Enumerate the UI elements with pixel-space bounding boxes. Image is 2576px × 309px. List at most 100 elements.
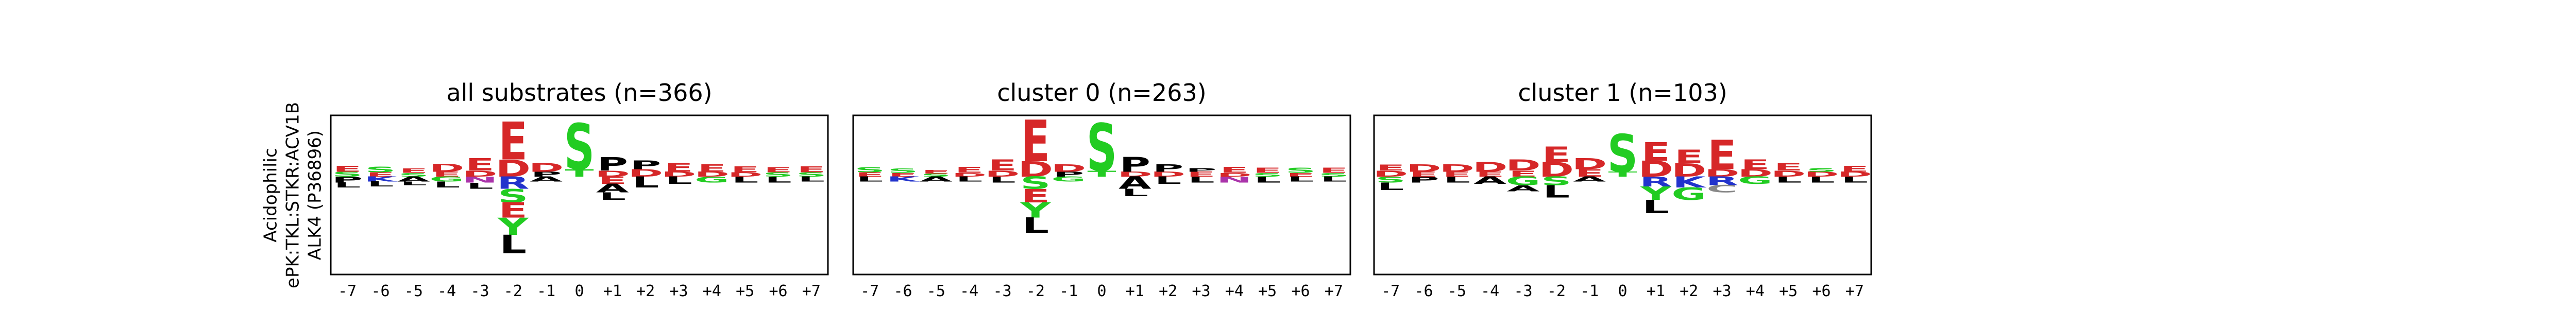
- logo-letter: D: [1373, 169, 1408, 179]
- logo-letter: G: [429, 175, 464, 183]
- logo-letter: T: [1608, 170, 1637, 178]
- x-tick-label: -5: [927, 282, 945, 300]
- logo-letter: L: [334, 181, 361, 189]
- logo-letter: P: [1153, 163, 1183, 175]
- logo-letter: L: [1254, 175, 1281, 185]
- x-tick-label: +5: [1258, 282, 1277, 300]
- logo-letter: E: [1476, 170, 1504, 178]
- logo-letter: D: [1439, 163, 1475, 175]
- logo-letter: L: [1642, 196, 1669, 218]
- logo-letter: S: [498, 185, 528, 207]
- logo-letter: L: [732, 175, 758, 185]
- logo-letter: E: [1443, 170, 1471, 178]
- logo-letter: A: [397, 175, 430, 183]
- logo-letter: E: [664, 161, 693, 175]
- logo-letter: E: [1319, 167, 1348, 175]
- logo-letter: L: [433, 180, 460, 190]
- logo-letter: D: [1738, 167, 1773, 179]
- logo-letter: L: [856, 175, 883, 183]
- logo-letter: D: [628, 167, 663, 179]
- x-tick-label: -1: [1580, 282, 1599, 300]
- logo-letter: S: [855, 166, 885, 174]
- logo-letter: S: [888, 167, 918, 174]
- x-tick-label: -1: [537, 282, 555, 300]
- x-tick-label: -5: [404, 282, 423, 300]
- panel-title: all substrates (n=366): [446, 79, 712, 107]
- logo-letter: E: [1840, 164, 1869, 174]
- x-tick-label: -5: [1448, 282, 1466, 300]
- logo-letter: P: [630, 159, 661, 172]
- x-tick-label: -6: [893, 282, 912, 300]
- logo-letter: D: [1638, 157, 1673, 182]
- x-tick-label: 0: [1097, 282, 1106, 300]
- logo-letter: N: [1216, 175, 1252, 185]
- logo-letter: E: [888, 172, 917, 178]
- x-tick-label: +2: [1159, 282, 1177, 300]
- x-tick-label: +2: [1680, 282, 1698, 300]
- logo-letter: R: [1706, 175, 1738, 188]
- logo-letter: S: [1020, 173, 1050, 193]
- logo-letter: P: [1185, 167, 1216, 173]
- x-tick-label: -2: [1026, 282, 1045, 300]
- logo-letter: D: [1671, 160, 1706, 181]
- logo-letter: E: [432, 170, 461, 178]
- logo-letter: D: [429, 162, 464, 175]
- logo-letter: E: [1021, 185, 1050, 207]
- logo-letter: E: [333, 164, 362, 174]
- logo-letter: D: [1539, 158, 1574, 182]
- logo-letter: T: [565, 167, 594, 179]
- logo-letter: D: [1150, 170, 1185, 178]
- logo-letter: E: [1575, 167, 1604, 179]
- x-tick-label: -4: [960, 282, 978, 300]
- logo-letter: D: [1018, 158, 1053, 182]
- x-tick-label: +7: [1845, 282, 1864, 300]
- x-tick-label: +1: [603, 282, 622, 300]
- logo-letter: D: [595, 169, 630, 179]
- logo-letter: S: [398, 172, 429, 178]
- logo-letter: D: [1217, 172, 1252, 178]
- logo-letter: S: [1087, 111, 1117, 186]
- y-label-line: ePK:TKL:STKR:ACV1B: [283, 102, 303, 288]
- logo-letter: E: [764, 166, 792, 174]
- x-tick-label: 0: [1618, 282, 1627, 300]
- logo-letter: D: [1704, 167, 1739, 179]
- logo-letter: E: [1641, 137, 1670, 166]
- logo-letter: G: [1671, 184, 1706, 204]
- plot-frame: [852, 114, 1351, 276]
- logo-letter: D: [1572, 156, 1607, 173]
- logo-letter: S: [1607, 124, 1638, 184]
- panel-title: cluster 1 (n=103): [1518, 79, 1727, 107]
- x-tick-label: -1: [1059, 282, 1078, 300]
- x-tick-label: +3: [669, 282, 688, 300]
- x-tick-label: +7: [1325, 282, 1343, 300]
- logo-letter: S: [332, 170, 363, 178]
- x-tick-label: -7: [860, 282, 879, 300]
- logo-letter: E: [1220, 165, 1249, 175]
- logo-letter: A: [1507, 183, 1540, 193]
- logo-letter: D: [1505, 157, 1540, 174]
- logo-letter: S: [796, 171, 826, 178]
- logo-letter: E: [465, 155, 494, 175]
- logo-letter: G: [1051, 175, 1086, 183]
- logo-letter: E: [1674, 146, 1703, 167]
- x-tick-label: -3: [470, 282, 489, 300]
- logo-letter: L: [665, 175, 692, 186]
- logo-letter: K: [887, 175, 921, 183]
- x-tick-label: -3: [993, 282, 1011, 300]
- logo-letter: L: [1122, 187, 1148, 199]
- x-tick-label: +6: [769, 282, 787, 300]
- logo-letter: R: [1639, 174, 1672, 190]
- logo-letter: A: [1473, 175, 1506, 186]
- logo-letter: E: [1286, 172, 1315, 178]
- logo-letter: D: [529, 161, 564, 175]
- plot-frame: [1373, 114, 1872, 276]
- logo-letter: R: [497, 173, 529, 193]
- y-label-line: ALK4 (P36896): [305, 130, 326, 260]
- logo-letter: E: [1774, 161, 1803, 173]
- logo-letter: K: [1672, 174, 1707, 191]
- logo-letter: E: [1509, 169, 1537, 179]
- logo-letter: E: [922, 169, 951, 175]
- logo-letter: D: [694, 170, 730, 178]
- y-label-line: Acidophilic: [261, 148, 281, 242]
- logo-letter: S: [921, 173, 951, 177]
